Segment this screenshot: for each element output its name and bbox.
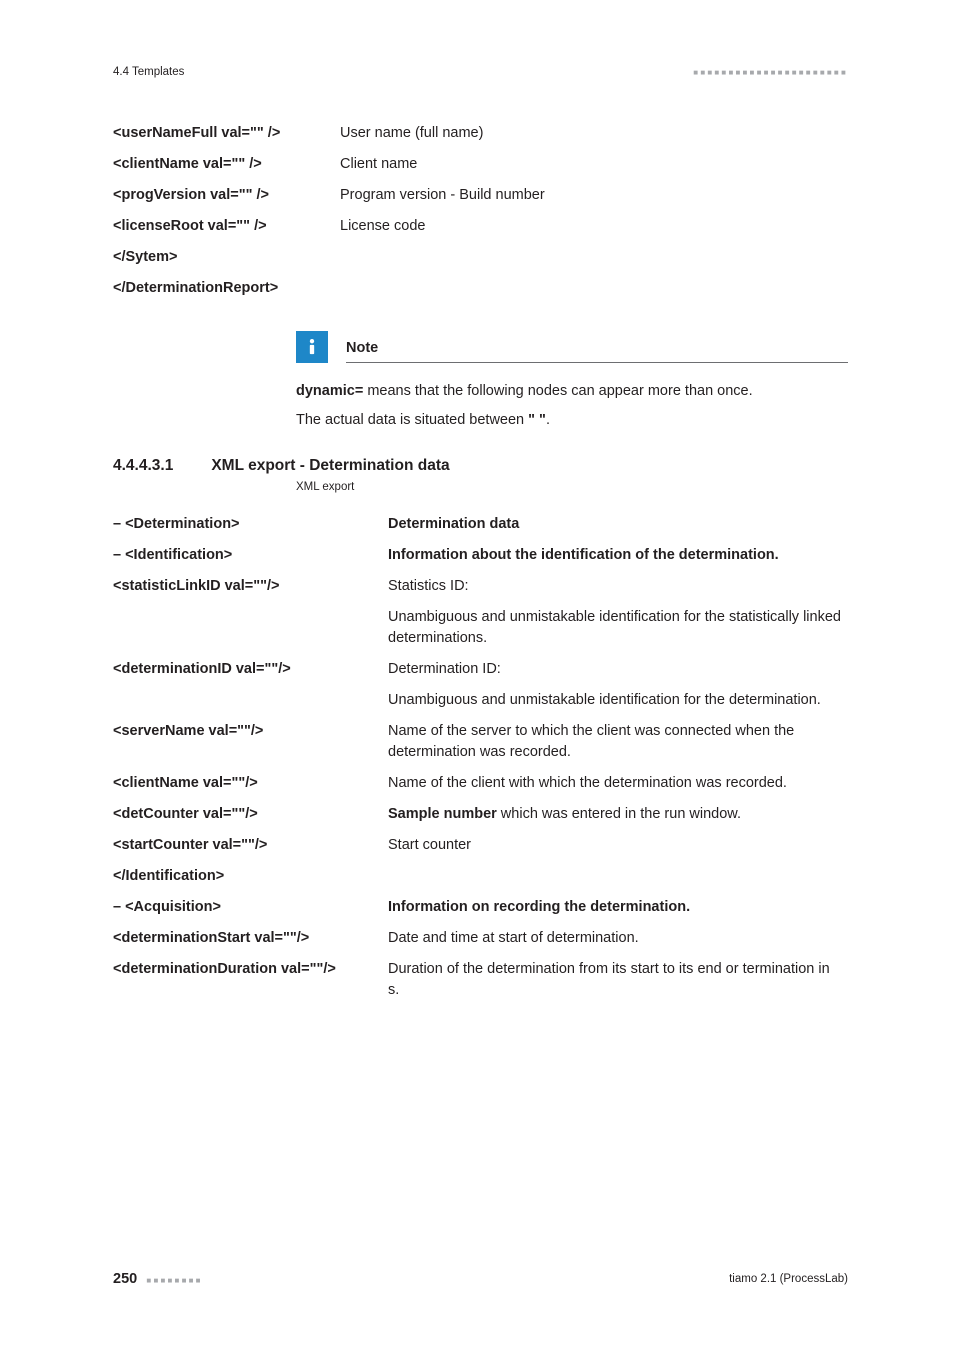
xml-tag: <userNameFull val="" /> (113, 123, 340, 154)
xml-desc: Date and time at start of determination. (388, 928, 848, 959)
footer-left: 250 ■■■■■■■■ (113, 1269, 203, 1290)
xml-desc: Information about the identification of … (388, 545, 848, 576)
section-number: 4.4.4.3.1 (113, 455, 173, 477)
section-title: XML export - Determination data (211, 455, 449, 477)
xml-desc: Determination data (388, 514, 848, 545)
xml-desc: License code (340, 216, 848, 247)
xml-desc (340, 247, 848, 278)
xml-tag: <licenseRoot val="" /> (113, 216, 340, 247)
xml-desc: Unambiguous and unmistakable identificat… (388, 690, 848, 721)
footer-deco: ■■■■■■■■ (146, 1276, 202, 1285)
xml-desc: Name of the server to which the client w… (388, 721, 848, 773)
xml-tag: <progVersion val="" /> (113, 185, 340, 216)
xml-tag: </Identification> (113, 866, 388, 897)
xml-tag: – <Determination> (113, 514, 388, 545)
xml-tag: <determinationDuration val=""/> (113, 959, 388, 1011)
determination-table: – <Determination>Determination data – <I… (113, 514, 848, 1011)
xml-desc: Client name (340, 154, 848, 185)
xml-desc: Statistics ID: (388, 576, 848, 607)
note-head: Note (296, 331, 848, 363)
xml-tag: <clientName val=""/> (113, 773, 388, 804)
xml-desc: Determination ID: (388, 659, 848, 690)
xml-tag: <determinationID val=""/> (113, 659, 388, 690)
note-line-1: dynamic= means that the following nodes … (296, 381, 848, 402)
xml-tag: <detCounter val=""/> (113, 804, 388, 835)
section-heading: 4.4.4.3.1 XML export - Determination dat… (113, 455, 848, 477)
xml-tag: <serverName val=""/> (113, 721, 388, 773)
xml-tag: <clientName val="" /> (113, 154, 340, 185)
xml-tag (113, 690, 388, 721)
footer-right: tiamo 2.1 (ProcessLab) (729, 1271, 848, 1288)
xml-desc: Start counter (388, 835, 848, 866)
xml-tag: <statisticLinkID val=""/> (113, 576, 388, 607)
page-number: 250 (113, 1271, 137, 1287)
xml-desc: User name (full name) (340, 123, 848, 154)
header-deco: ■■■■■■■■■■■■■■■■■■■■■■ (693, 67, 848, 79)
xml-desc (340, 278, 848, 309)
xml-desc: Sample number which was entered in the r… (388, 804, 848, 835)
page-footer: 250 ■■■■■■■■ tiamo 2.1 (ProcessLab) (113, 1269, 848, 1290)
note-title: Note (346, 338, 848, 363)
xml-tag: – <Acquisition> (113, 897, 388, 928)
xml-desc: Unambiguous and unmistakable identificat… (388, 607, 848, 659)
xml-tag: <determinationStart val=""/> (113, 928, 388, 959)
info-icon (296, 331, 328, 363)
xml-desc: Program version - Build number (340, 185, 848, 216)
xml-tag: <startCounter val=""/> (113, 835, 388, 866)
note-body: dynamic= means that the following nodes … (296, 381, 848, 431)
section-subtitle: XML export (296, 479, 848, 496)
xml-tag: – <Identification> (113, 545, 388, 576)
note-block: Note dynamic= means that the following n… (296, 331, 848, 431)
xml-tag (113, 607, 388, 659)
xml-desc (388, 866, 848, 897)
header-section: 4.4 Templates (113, 64, 184, 81)
note-line-2: The actual data is situated between " ". (296, 410, 848, 431)
xml-desc: Duration of the determination from its s… (388, 959, 848, 1011)
running-header: 4.4 Templates ■■■■■■■■■■■■■■■■■■■■■■ (113, 64, 848, 81)
top-table: <userNameFull val="" />User name (full n… (113, 123, 848, 309)
xml-desc: Name of the client with which the determ… (388, 773, 848, 804)
xml-tag: </DeterminationReport> (113, 278, 340, 309)
xml-desc: Information on recording the determinati… (388, 897, 848, 928)
xml-tag: </Sytem> (113, 247, 340, 278)
